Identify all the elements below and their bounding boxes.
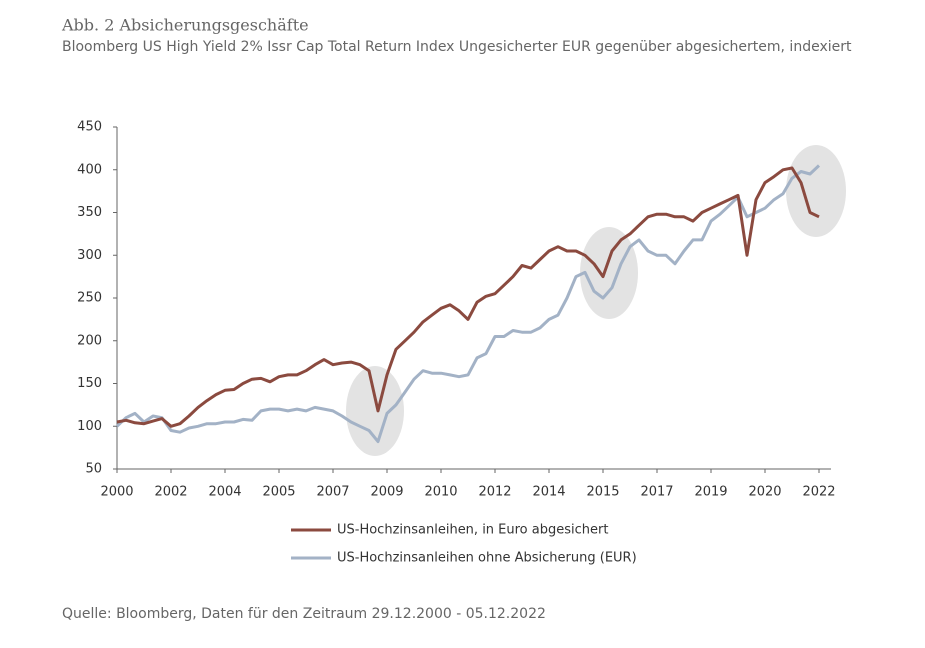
series-line xyxy=(116,166,820,428)
source: Quelle: Bloomberg, Daten für den Zeitrau… xyxy=(62,606,546,622)
subtitle-box: Bloomberg US High Yield 2% Issr Cap Tota… xyxy=(62,39,852,55)
x-tick-label: 2012 xyxy=(478,485,511,500)
x-tick-label: 2022 xyxy=(802,485,835,500)
legend-label: US-Hochzinsanleihen, in Euro abgesichert xyxy=(337,523,608,538)
y-tick-label: 450 xyxy=(77,120,102,135)
y-tick-label: 200 xyxy=(77,333,102,348)
y-tick-label: 50 xyxy=(85,462,102,477)
x-tick-label: 2019 xyxy=(694,485,727,500)
highlight xyxy=(580,227,638,319)
y-tick-label: 150 xyxy=(77,376,102,391)
x-tick-label: 2014 xyxy=(532,485,565,500)
highlight xyxy=(346,366,404,456)
plot: 50 100 150 200 250 300 350 400 450 2000 2002 2004 20… xyxy=(77,120,835,566)
x-tick-label: 2002 xyxy=(154,485,187,500)
y-tick-label: 400 xyxy=(77,162,102,177)
chart-title: Abb. 2 Absicherungsgeschäfte xyxy=(61,16,309,35)
highlight xyxy=(786,145,846,237)
x-tick-label: 2020 xyxy=(748,485,781,500)
chart-subtitle: Bloomberg US High Yield 2% Issr Cap Tota… xyxy=(62,39,852,55)
x-tick-label: 2007 xyxy=(316,485,349,500)
x-tick-label: 2017 xyxy=(640,485,673,500)
x-tick-label: 2009 xyxy=(370,485,403,500)
y-tick-label: 250 xyxy=(77,291,102,306)
series-line xyxy=(115,164,821,444)
y-tick-label: 350 xyxy=(77,205,102,220)
y-tick-label: 100 xyxy=(77,419,102,434)
x-tick-label: 2010 xyxy=(424,485,457,500)
y-tick-label: 300 xyxy=(77,248,102,263)
x-tick-label: 2004 xyxy=(208,485,241,500)
x-tick-label: 2015 xyxy=(586,485,619,500)
legend-label: US-Hochzinsanleihen ohne Absicherung (EU… xyxy=(337,551,637,566)
x-tick-label: 2000 xyxy=(100,485,133,500)
x-tick-label: 2005 xyxy=(262,485,295,500)
